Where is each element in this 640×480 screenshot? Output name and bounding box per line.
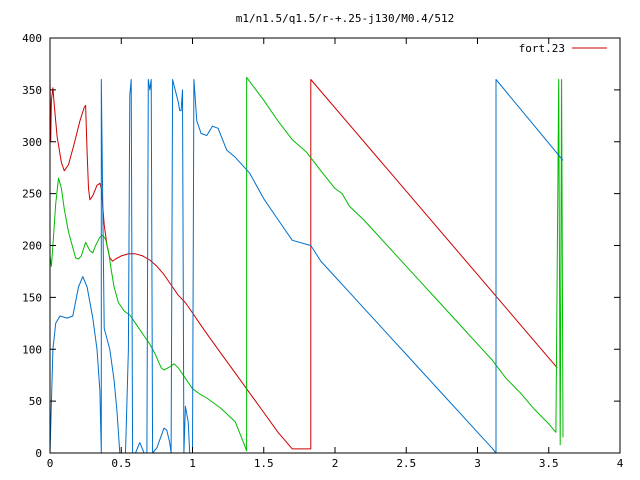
x-tick-label-5: 2.5 [396,457,416,470]
x-tick-label-7: 3.5 [539,457,559,470]
series-layer [49,76,564,454]
x-tick-label-2: 1 [189,457,196,470]
y-tick-label-1: 50 [29,395,42,408]
x-tick-label-3: 1.5 [254,457,274,470]
x-tick-label-1: 0.5 [111,457,131,470]
y-tick-label-8: 400 [22,32,42,45]
chart-title: m1/n1.5/q1.5/r-+.25-j130/M0.4/512 [236,12,455,25]
y-tick-label-3: 150 [22,291,42,304]
x-tick-label-4: 2 [332,457,339,470]
series-line-1 [49,76,564,452]
x-tick-label-0: 0 [47,457,54,470]
y-tick-label-6: 300 [22,136,42,149]
series-line-2 [49,79,564,454]
legend-label: fort.23 [519,42,565,55]
x-tick-label-8: 4 [617,457,624,470]
y-tick-label-7: 350 [22,84,42,97]
legend: fort.23 [519,42,607,55]
y-tick-label-0: 0 [35,447,42,460]
y-tick-label-4: 200 [22,240,42,253]
y-tick-label-5: 250 [22,188,42,201]
axis-layer: 0 0.5 1 1.5 2 2.5 3 3.5 4 0 50 100 150 200 250 300 350 40… [22,32,624,470]
series-line-0 [49,79,558,450]
x-tick-label-6: 3 [474,457,481,470]
plot-frame [49,37,621,454]
y-tick-label-2: 100 [22,343,42,356]
